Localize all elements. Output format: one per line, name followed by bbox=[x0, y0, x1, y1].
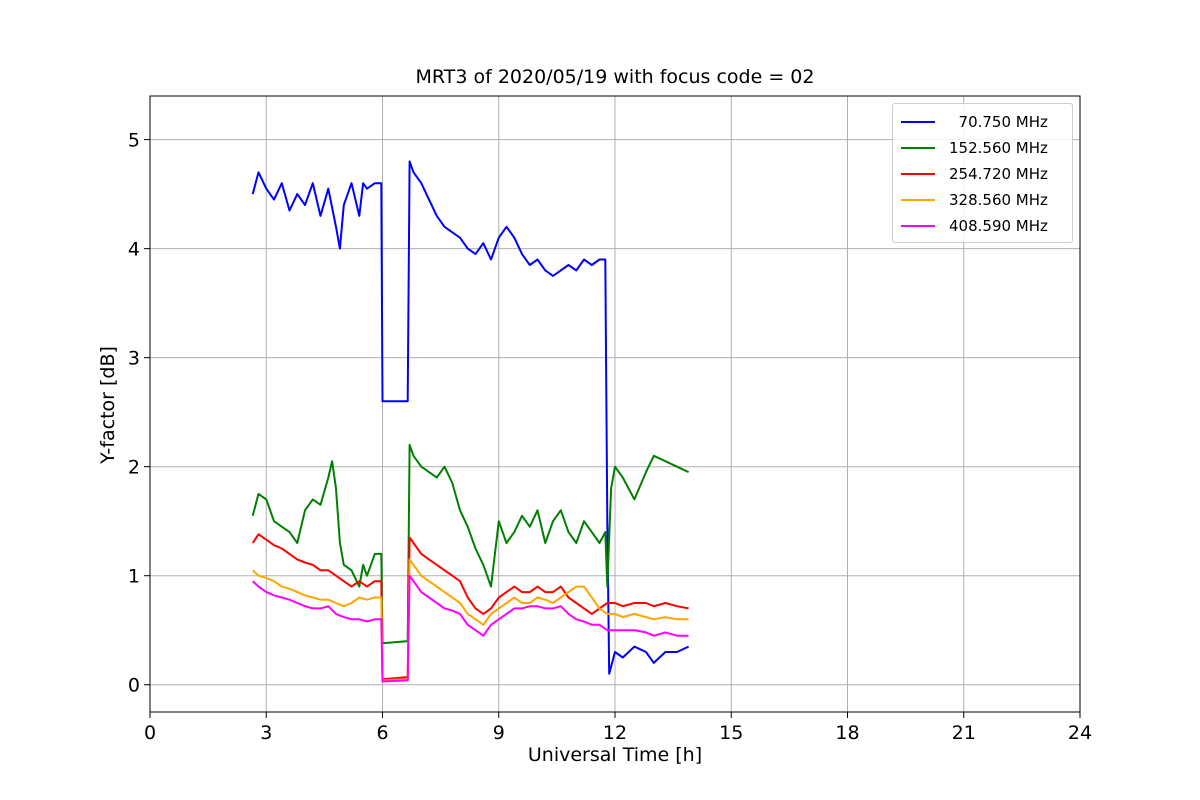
y-tick-label: 4 bbox=[128, 239, 140, 261]
x-tick-label: 18 bbox=[835, 722, 859, 744]
legend-swatch bbox=[901, 173, 935, 175]
x-axis-label: Universal Time [h] bbox=[527, 744, 703, 766]
legend-entry: 152.560 MHz bbox=[893, 135, 1072, 161]
y-tick-label: 3 bbox=[128, 348, 140, 370]
series-line-1 bbox=[251, 160, 690, 675]
x-tick-label: 6 bbox=[376, 722, 388, 744]
x-tick-label: 24 bbox=[1068, 722, 1092, 744]
legend-entry: 408.590 MHz bbox=[893, 213, 1072, 239]
y-tick-label: 1 bbox=[128, 566, 140, 588]
legend-label: 408.590 MHz bbox=[949, 217, 1048, 235]
legend-label: 328.560 MHz bbox=[949, 191, 1048, 209]
series-line-2 bbox=[251, 443, 690, 645]
legend-swatch bbox=[901, 121, 935, 123]
x-tick-label: 3 bbox=[260, 722, 272, 744]
legend-swatch bbox=[901, 225, 935, 227]
legend-swatch bbox=[901, 147, 935, 149]
legend-swatch bbox=[901, 199, 935, 201]
chart-title: MRT3 of 2020/05/19 with focus code = 02 bbox=[415, 66, 815, 88]
series-line-5 bbox=[252, 574, 689, 683]
y-tick-label: 2 bbox=[128, 457, 140, 479]
x-tick-label: 12 bbox=[603, 722, 627, 744]
x-tick-label: 15 bbox=[719, 722, 743, 744]
x-tick-label: 9 bbox=[493, 722, 505, 744]
y-axis-label: Y-factor [dB] bbox=[97, 346, 119, 464]
legend: 70.750 MHz 152.560 MHz 254.720 MHz 328.560 … bbox=[892, 103, 1073, 243]
x-tick-label: 21 bbox=[952, 722, 976, 744]
legend-entry: 328.560 MHz bbox=[893, 187, 1072, 213]
series-line-4 bbox=[252, 558, 689, 682]
legend-label: 254.720 MHz bbox=[949, 165, 1048, 183]
x-tick-label: 0 bbox=[144, 722, 156, 744]
legend-entry: 254.720 MHz bbox=[893, 161, 1072, 187]
legend-entry: 70.750 MHz bbox=[893, 109, 1072, 135]
y-tick-label: 5 bbox=[128, 130, 140, 152]
y-tick-label: 0 bbox=[128, 675, 140, 697]
legend-label: 152.560 MHz bbox=[949, 139, 1048, 157]
legend-label: 70.750 MHz bbox=[949, 113, 1048, 131]
